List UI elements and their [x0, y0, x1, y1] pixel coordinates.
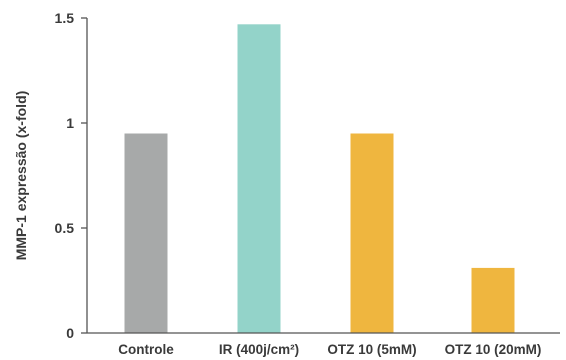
bars-group — [124, 24, 515, 334]
x-category-label: OTZ 10 (20mM) — [445, 342, 542, 357]
x-category-label: IR (400j/cm²) — [219, 342, 299, 357]
y-tick-label: 1.5 — [55, 10, 75, 26]
bar-3 — [350, 133, 394, 333]
x-category-label: Controle — [118, 342, 174, 357]
x-labels-group: Controle IR (400j/cm²) OTZ 10 (5mM) OTZ 10 … — [118, 342, 541, 357]
y-ticks-group: 0 0.5 1 1.5 — [55, 10, 87, 341]
y-axis-title: MMP-1 expressão (x-fold) — [13, 91, 29, 261]
x-category-label: OTZ 10 (5mM) — [327, 342, 416, 357]
bar-2 — [237, 24, 281, 334]
y-tick-label: 0 — [66, 325, 74, 341]
y-tick-label: 0.5 — [55, 220, 75, 236]
bar-4 — [471, 267, 515, 333]
bar-1 — [124, 133, 168, 333]
y-tick-label: 1 — [66, 115, 74, 131]
